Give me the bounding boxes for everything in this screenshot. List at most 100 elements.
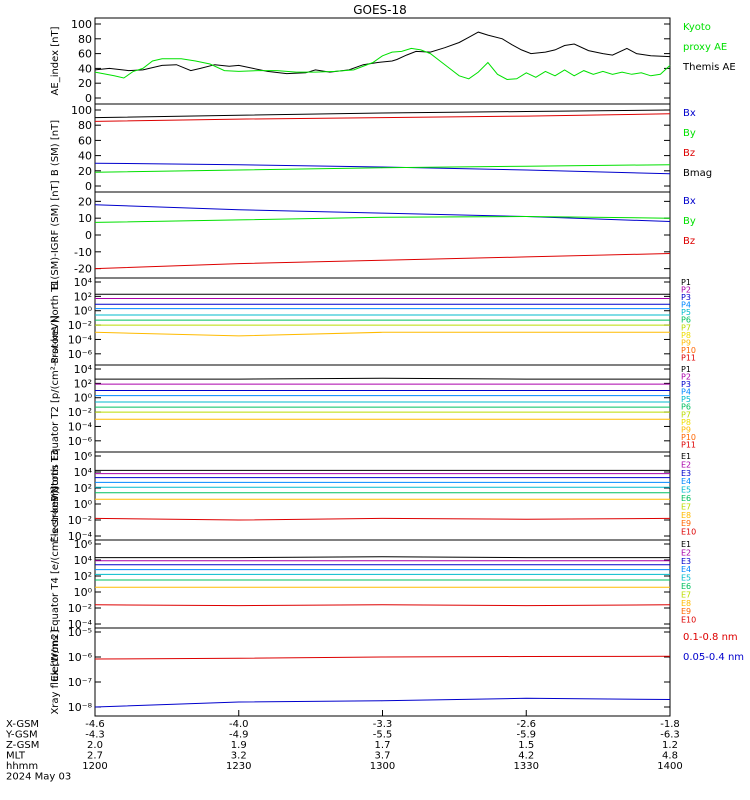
panel-2: 0 20 40 60 80 100 B (SM) [nT] Bx By Bz Bmag — [50, 103, 712, 193]
y-tick-label: 20 — [78, 195, 92, 208]
y-tick-label: 10⁴ — [74, 554, 93, 567]
y-tick-label: 10⁻² — [68, 319, 92, 332]
legend-entry: 0.1-0.8 nm — [683, 632, 738, 643]
y-tick-label: 10⁰ — [74, 498, 93, 511]
legend-entry: E3 — [681, 469, 691, 478]
y-tick-label: 10⁶ — [74, 538, 93, 551]
x-tick-value: 1330 — [514, 761, 539, 772]
legend-entry: E8 — [681, 599, 691, 608]
series-line-by — [94, 215, 671, 223]
y-tick-label: 10⁻⁶ — [68, 348, 93, 361]
legend-entry: E4 — [681, 565, 691, 574]
series-line-e1 — [95, 556, 670, 559]
x-tick-value: -5.5 — [373, 730, 393, 741]
legend-entry: P9 — [681, 338, 691, 347]
y-axis-label: Electrons North T3 — [50, 449, 61, 542]
legend-entry: P4 — [681, 301, 691, 310]
panel-7: 10⁻⁴ 10⁻² 10⁰ 10² 10⁴ 10⁶ Electrons Equator T4… — [50, 486, 696, 681]
y-tick-label: 10⁻² — [68, 514, 92, 527]
x-tick-value: 4.8 — [662, 751, 678, 762]
y-tick-label: 100 — [71, 18, 92, 31]
x-tick-value: 3.7 — [375, 751, 391, 762]
y-tick-label: 80 — [78, 33, 92, 46]
legend-entry: E10 — [681, 616, 696, 625]
series-line-bx — [94, 162, 671, 175]
legend-entry: E1 — [681, 452, 691, 461]
x-tick-value: -4.9 — [229, 730, 249, 741]
y-tick-label: 10⁻⁴ — [68, 333, 93, 346]
legend-entry: P11 — [681, 353, 696, 362]
y-tick-label: 20 — [78, 165, 92, 178]
y-tick-label: -10 — [74, 246, 92, 259]
y-tick-label: 80 — [78, 119, 92, 132]
y-tick-label: 40 — [78, 150, 92, 163]
y-tick-label: 10⁰ — [74, 586, 93, 599]
x-row-label: MLT — [6, 751, 26, 762]
y-axis-label: Electrons Equator T4 [e/(cm²-s-sr-keV)] — [50, 486, 61, 681]
y-tick-label: 0 — [85, 229, 92, 242]
date-label: 2024 May 03 — [6, 772, 71, 783]
y-axis-label: AE_index [nT] — [50, 26, 61, 95]
legend-entry: Bx — [683, 108, 696, 119]
legend-entry: Bmag — [683, 168, 712, 179]
legend-entry: E7 — [681, 502, 691, 511]
legend-entry: E2 — [681, 460, 691, 469]
legend-entry: P5 — [681, 395, 691, 404]
panel-8: 10⁻⁸ 10⁻⁷ 10⁻⁶ 10⁻⁵ Xray flux [W/m2] 0.1-0.8 … — [50, 626, 744, 717]
legend-entry: E4 — [681, 477, 691, 486]
x-tick-value: 4.2 — [518, 751, 534, 762]
legend-entry: P6 — [681, 316, 691, 325]
y-tick-label: 100 — [71, 104, 92, 117]
legend-entry: E9 — [681, 607, 691, 616]
x-tick-value: -6.3 — [660, 730, 680, 741]
legend-entry: Kyoto — [683, 22, 711, 33]
x-tick-value: 2.0 — [87, 740, 103, 751]
legend-entry: E2 — [681, 548, 691, 557]
x-tick-value: 2.7 — [87, 751, 103, 762]
panel-frame — [94, 17, 671, 105]
legend-entry: E5 — [681, 486, 691, 495]
y-tick-label: 10⁻⁴ — [68, 618, 93, 631]
x-tick-value: -4.6 — [85, 719, 105, 730]
y-tick-label: 60 — [78, 134, 92, 147]
series-line-bx — [94, 204, 671, 222]
x-tick-value: -1.8 — [660, 719, 680, 730]
panel-frame — [94, 277, 671, 366]
legend-entry: P6 — [681, 403, 691, 412]
legend-entry: P8 — [681, 331, 691, 340]
y-tick-label: 0 — [85, 180, 92, 193]
legend-entry: Themis AE — [682, 62, 736, 73]
panel-frame — [94, 539, 671, 629]
y-tick-label: 10⁶ — [74, 450, 93, 463]
y-tick-label: 10² — [74, 377, 92, 390]
legend-entry: P2 — [681, 286, 691, 295]
y-axis-label: Xray flux [W/m2] — [50, 629, 61, 714]
legend-entry: E6 — [681, 494, 691, 503]
legend-entry: P9 — [681, 425, 691, 434]
y-tick-label: 10⁻⁶ — [68, 651, 93, 664]
legend-entry: By — [683, 128, 696, 139]
x-tick-value: -3.3 — [373, 719, 393, 730]
series-line-bmag — [94, 109, 671, 119]
x-row-label: Z-GSM — [6, 740, 39, 751]
x-tick-value: -5.9 — [516, 730, 536, 741]
legend-entry: P3 — [681, 380, 691, 389]
x-tick-value: -2.6 — [516, 719, 536, 730]
y-axis-label: Protons Equator T2 [p/(cm²-s-sr-keV)] — [50, 315, 61, 502]
legend-entry: P8 — [681, 418, 691, 427]
series-line-p9 — [94, 331, 670, 337]
legend-entry: P2 — [681, 373, 691, 382]
panel-frame — [94, 451, 671, 541]
y-tick-label: 10⁴ — [74, 276, 93, 289]
series-line-themis-ae — [94, 31, 671, 75]
legend-entry: E8 — [681, 511, 691, 520]
series-line-0-05-0-4-nm — [94, 697, 671, 708]
y-axis-label: B (SM)-IGRF (SM) [nT] — [50, 180, 61, 289]
panel-3: -20 -10 0 10 20 B (SM)-IGRF (SM) [nT] Bx By Bz — [50, 180, 696, 289]
legend-entry: Bz — [683, 148, 695, 159]
y-tick-label: 10⁴ — [74, 466, 93, 479]
panel-frame — [94, 627, 671, 717]
